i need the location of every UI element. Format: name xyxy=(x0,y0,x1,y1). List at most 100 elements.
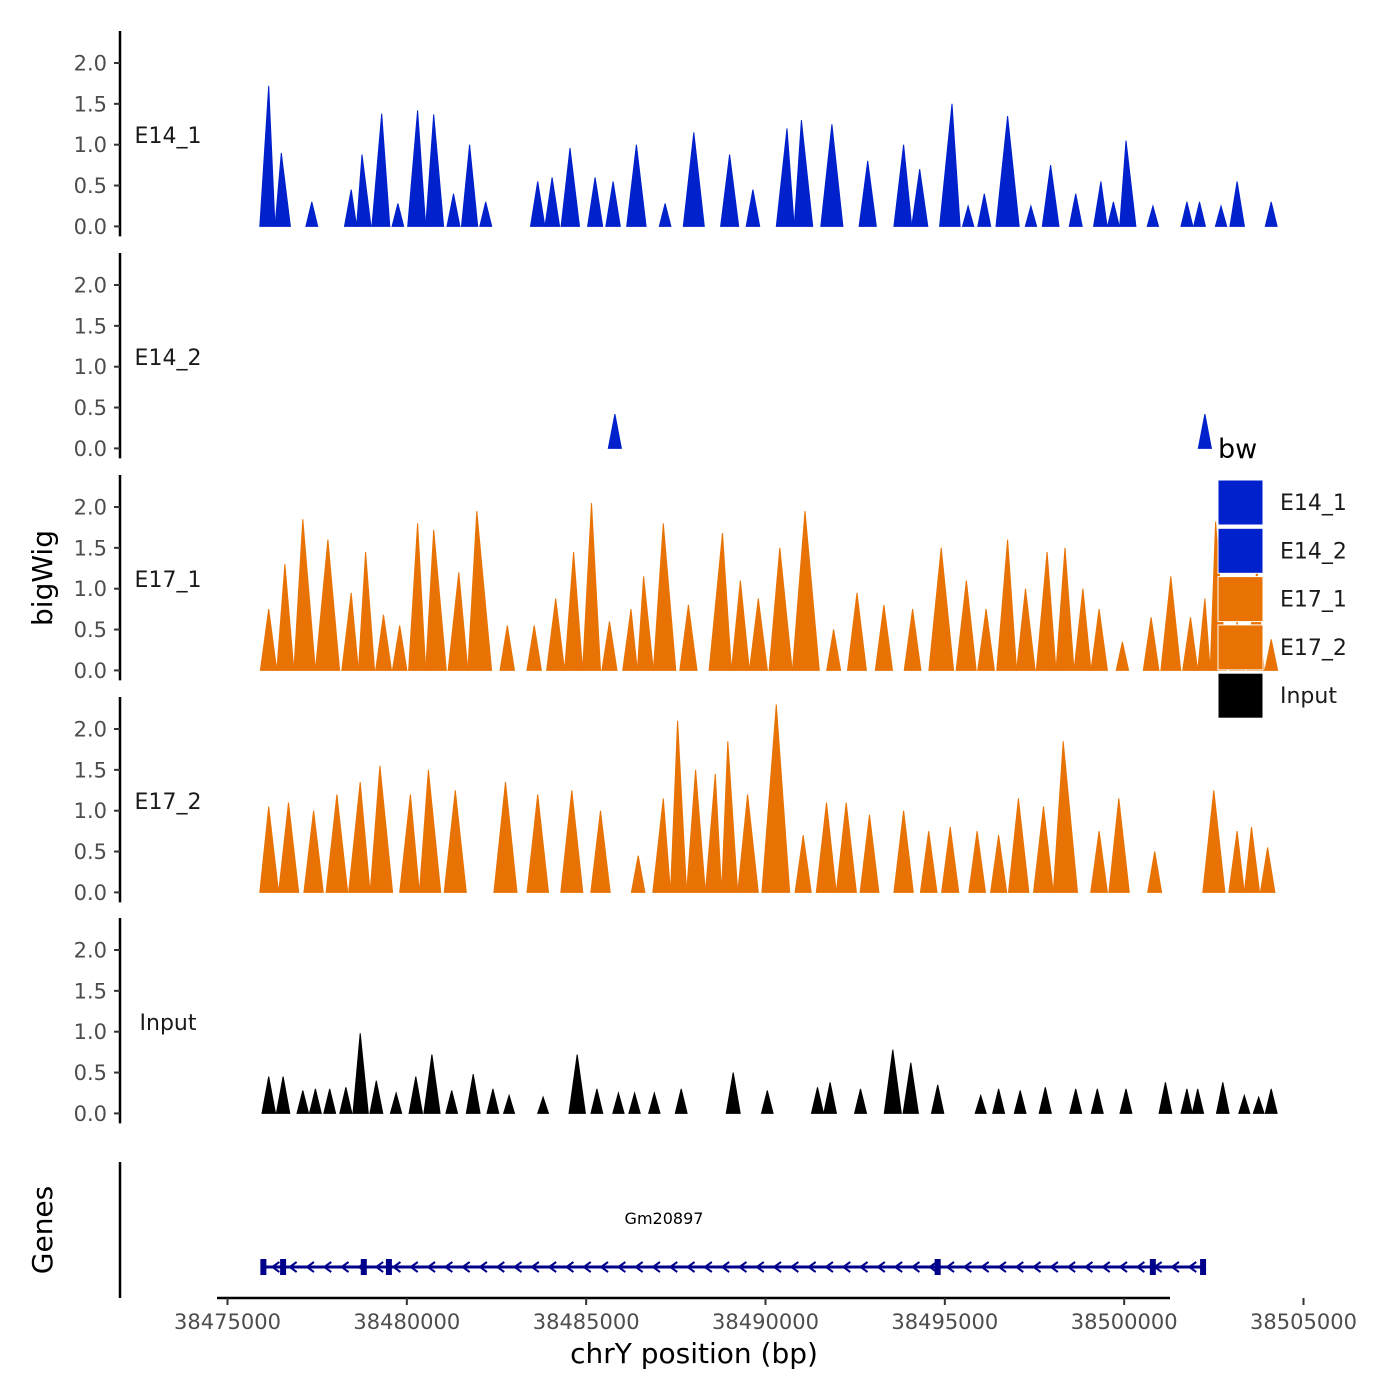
track-label-E14_1: E14_1 xyxy=(135,124,202,149)
coverage-peak xyxy=(590,810,611,893)
y-tick-label: 1.5 xyxy=(74,758,107,782)
coverage-peak xyxy=(682,132,705,227)
coverage-peak xyxy=(721,741,739,893)
coverage-peak xyxy=(674,1088,688,1114)
coverage-peak xyxy=(708,533,732,671)
coverage-peak xyxy=(1259,847,1276,893)
track-label-E17_1: E17_1 xyxy=(135,568,202,593)
coverage-peak xyxy=(261,1076,277,1114)
strand-chevron xyxy=(547,1261,557,1273)
coverage-peak xyxy=(607,414,623,449)
strand-chevron xyxy=(633,1261,644,1273)
coverage-peak xyxy=(479,201,493,227)
strand-chevron xyxy=(409,1261,419,1273)
strand-chevron xyxy=(339,1261,350,1273)
coverage-peak xyxy=(560,147,581,227)
strand-chevron xyxy=(1170,1261,1180,1273)
gene-panel: Genes Gm20897 xyxy=(26,1162,1207,1298)
coverage-peak xyxy=(1007,798,1030,893)
coverage-peak xyxy=(1069,1088,1083,1114)
coverage-peak xyxy=(1197,598,1211,671)
coverage-peak xyxy=(460,144,479,227)
coverage-peak xyxy=(582,502,602,671)
coverage-peak xyxy=(961,204,975,227)
coverage-peak xyxy=(652,523,677,671)
coverage-peak xyxy=(323,1088,337,1114)
coverage-peak xyxy=(467,511,493,671)
y-tick-label: 0.5 xyxy=(74,618,107,642)
track-panel-E17_2: 0.0 0.5 1.0 1.5 2.0 E17_2 xyxy=(74,697,1276,905)
strand-chevron xyxy=(668,1261,678,1273)
track-panel-Input: 0.0 0.5 1.0 1.5 2.0 Input xyxy=(74,918,1278,1126)
coverage-peak xyxy=(1147,851,1163,893)
coverage-peak xyxy=(526,625,542,671)
coverage-peak xyxy=(794,835,812,893)
coverage-peak xyxy=(325,794,349,893)
coverage-peak xyxy=(686,769,706,893)
coverage-peak xyxy=(408,1076,424,1114)
strand-chevron xyxy=(997,1261,1007,1273)
coverage-peak xyxy=(587,177,604,227)
strand-chevron xyxy=(1014,1261,1024,1273)
strand-chevron xyxy=(841,1261,851,1273)
coverage-peak xyxy=(526,794,550,893)
coverage-peak xyxy=(1215,1082,1230,1114)
track-panel-E14_2: 0.0 0.5 1.0 1.5 2.0 E14_2 xyxy=(74,253,1213,461)
track-label-E17_2: E17_2 xyxy=(135,790,202,815)
coverage-peak xyxy=(1146,204,1160,227)
strand-chevron xyxy=(305,1261,315,1273)
coverage-peak xyxy=(791,511,820,671)
coverage-peak xyxy=(465,1074,481,1114)
coverage-peak xyxy=(1055,547,1075,671)
strand-chevron xyxy=(755,1261,765,1273)
coverage-peak xyxy=(968,831,987,893)
coverage-peak xyxy=(1214,204,1228,227)
y-tick-label: 0.0 xyxy=(74,215,107,239)
strand-chevron xyxy=(703,1261,713,1273)
coverage-peak xyxy=(1180,201,1194,227)
coverage-peak xyxy=(1192,201,1207,227)
strand-chevron xyxy=(876,1261,886,1273)
coverage-peak xyxy=(314,539,341,671)
track-panel-E14_1: 0.0 0.5 1.0 1.5 2.0 E14_1 xyxy=(74,31,1278,239)
coverage-peak xyxy=(544,177,561,227)
coverage-peak xyxy=(1024,204,1038,227)
coverage-peak xyxy=(853,1088,868,1114)
coverage-peak xyxy=(810,1087,825,1114)
gene-exon xyxy=(280,1259,287,1275)
coverage-peak xyxy=(992,1088,1006,1114)
y-tick-label: 0.5 xyxy=(74,1061,107,1085)
legend-label-E17_2: E17_2 xyxy=(1280,636,1347,661)
gene-exon xyxy=(1200,1259,1207,1275)
strand-chevron xyxy=(357,1261,367,1273)
y-axis-title: bigWig xyxy=(26,530,59,626)
x-tick-label: 38480000 xyxy=(353,1310,460,1334)
coverage-peak xyxy=(737,794,759,893)
coverage-peak xyxy=(1191,1088,1205,1114)
coverage-peak xyxy=(276,564,295,671)
coverage-peak xyxy=(612,1091,625,1114)
coverage-peak xyxy=(903,609,922,671)
strand-chevron xyxy=(443,1261,453,1273)
coverage-peak xyxy=(628,1091,641,1114)
coverage-peak xyxy=(278,802,300,893)
strand-chevron xyxy=(460,1261,471,1273)
strand-chevron xyxy=(512,1261,523,1273)
coverage-peak xyxy=(605,181,621,227)
y-tick-label: 1.5 xyxy=(74,314,107,338)
coverage-peak xyxy=(893,810,914,893)
strand-chevron xyxy=(1031,1261,1042,1273)
strand-chevron xyxy=(1118,1261,1128,1273)
strand-chevron xyxy=(564,1261,575,1273)
coverage-peak xyxy=(745,189,761,227)
y-tick-label: 0.0 xyxy=(74,437,107,461)
legend-label-E14_2: E14_2 xyxy=(1280,539,1347,564)
strand-chevron xyxy=(806,1261,817,1273)
legend-swatch-E17_2 xyxy=(1217,624,1264,671)
coverage-peak xyxy=(343,189,358,227)
coverage-peak xyxy=(529,181,546,227)
strand-chevron xyxy=(979,1261,990,1273)
coverage-peak xyxy=(652,798,672,893)
coverage-peak xyxy=(902,1062,919,1114)
strand-chevron xyxy=(495,1261,505,1273)
